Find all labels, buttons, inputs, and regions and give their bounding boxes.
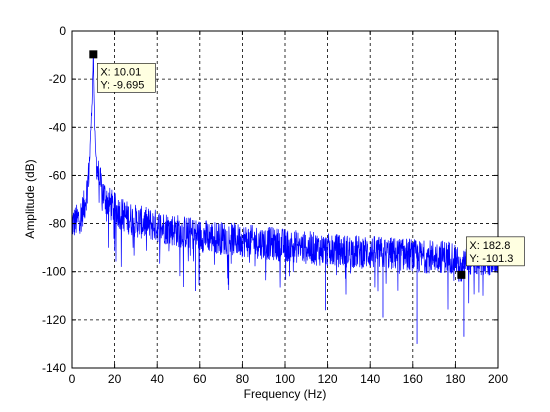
y-tick-label: -100 [42, 265, 66, 279]
datatip-y-label: Y: -9.695 [100, 79, 144, 91]
x-tick-label: 140 [360, 372, 380, 386]
datatip-layer: X: 10.01Y: -9.695 X: 182.8Y: -101.3 [89, 50, 525, 279]
y-tick-label: -120 [42, 313, 66, 327]
datatip-box [97, 63, 156, 93]
x-tick-label: 80 [236, 372, 250, 386]
y-tick-label: 0 [59, 24, 66, 38]
tick-layer: 0 20 40 60 80 100 120 140 160 180 200 0 -20 -40 -60 -80… [42, 24, 508, 386]
x-tick-label: 20 [108, 372, 122, 386]
x-tick-label: 40 [151, 372, 165, 386]
y-tick-label: -20 [49, 72, 67, 86]
datatip-x-label: X: 182.8 [469, 240, 510, 252]
x-axis-label: Frequency (Hz) [244, 387, 327, 401]
y-tick-label: -140 [42, 361, 66, 375]
y-axis-label: Amplitude (dB) [23, 159, 37, 238]
series-layer [71, 53, 499, 344]
datatip-box [466, 236, 525, 267]
x-tick-label: 100 [275, 372, 295, 386]
y-tick-label: -80 [49, 217, 67, 231]
datatip-marker [89, 50, 98, 59]
x-tick-label: 160 [403, 372, 423, 386]
x-tick-label: 0 [69, 372, 76, 386]
x-tick-label: 60 [193, 372, 207, 386]
grid [72, 31, 498, 368]
datatip-y-label: Y: -101.3 [469, 253, 513, 265]
datatip-marker [457, 270, 466, 279]
x-tick-label: 180 [445, 372, 465, 386]
y-tick-label: -60 [49, 168, 67, 182]
datatip-x-label: X: 10.01 [100, 66, 141, 78]
y-tick-label: -40 [49, 120, 67, 134]
series-line [71, 53, 499, 310]
x-tick-label: 200 [488, 372, 508, 386]
x-tick-label: 120 [318, 372, 338, 386]
